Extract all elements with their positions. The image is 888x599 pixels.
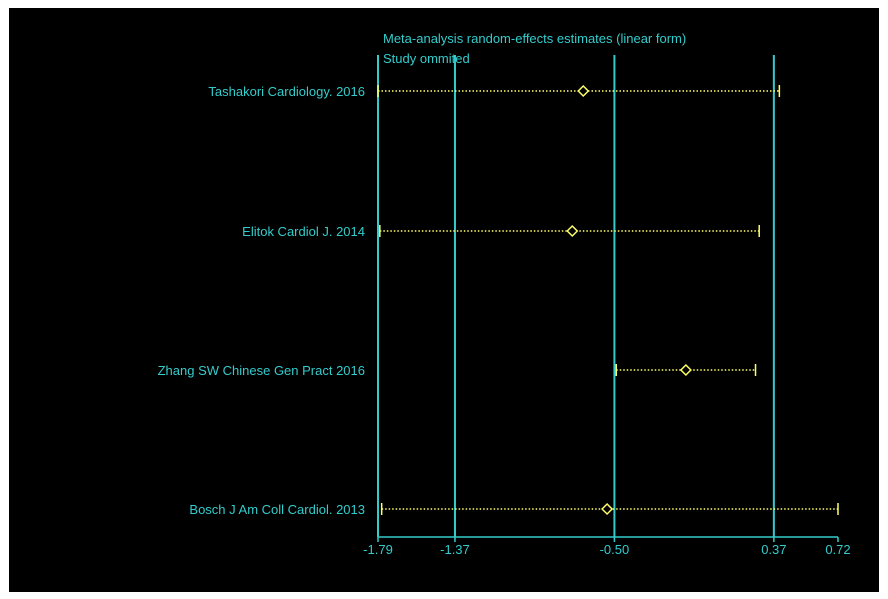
- study-row-1: Elitok Cardiol J. 2014: [242, 224, 760, 239]
- estimate-point: [679, 363, 692, 377]
- reference-lines: [377, 55, 775, 537]
- estimate-point: [577, 84, 590, 98]
- estimate-point: [566, 224, 579, 238]
- study-rows: Tashakori Cardiology. 2016 Elitok Cardiol…: [158, 84, 839, 517]
- chart-title: Meta-analysis random-effects estimates (…: [383, 31, 686, 46]
- x-tick-label-4: 0.72: [825, 542, 850, 557]
- x-tick-label-2: -0.50: [600, 542, 630, 557]
- chart-subtitle: Study ommited: [383, 51, 470, 66]
- study-label: Zhang SW Chinese Gen Pract 2016: [158, 363, 365, 378]
- chart-frame: Meta-analysis random-effects estimates (…: [9, 8, 879, 592]
- x-axis: -1.79 -1.37 -0.50 0.37 0.72: [363, 536, 851, 557]
- study-row-0: Tashakori Cardiology. 2016: [208, 84, 781, 99]
- forest-plot: Meta-analysis random-effects estimates (…: [158, 31, 851, 557]
- study-label: Tashakori Cardiology. 2016: [208, 84, 365, 99]
- study-label: Bosch J Am Coll Cardiol. 2013: [189, 502, 365, 517]
- study-row-2: Zhang SW Chinese Gen Pract 2016: [158, 363, 757, 378]
- study-label: Elitok Cardiol J. 2014: [242, 224, 365, 239]
- x-tick-label-1: -1.37: [440, 542, 470, 557]
- study-row-3: Bosch J Am Coll Cardiol. 2013: [189, 502, 839, 517]
- estimate-point: [601, 502, 614, 516]
- x-tick-label-3: 0.37: [761, 542, 786, 557]
- x-tick-label-0: -1.79: [363, 542, 393, 557]
